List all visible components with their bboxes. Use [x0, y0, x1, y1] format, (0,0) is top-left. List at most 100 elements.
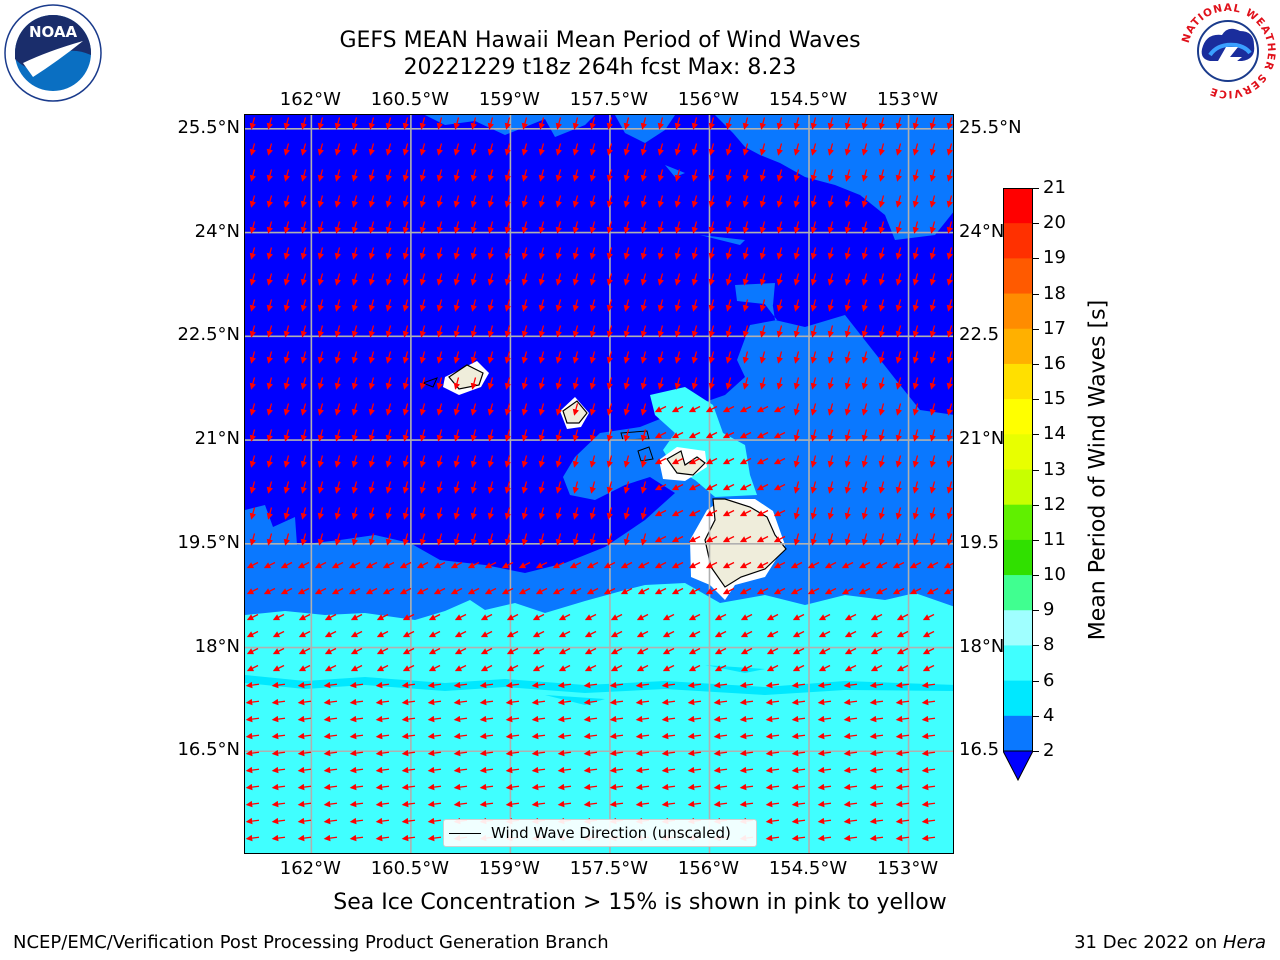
wind-wave-vector: [929, 403, 937, 416]
wind-wave-vector: [470, 481, 478, 494]
wind-wave-vector: [722, 535, 735, 543]
period-6-8-region: [245, 583, 953, 853]
wind-wave-vector: [245, 766, 260, 774]
wind-wave-vector: [402, 351, 410, 364]
wind-wave-vector: [266, 299, 274, 312]
wind-wave-vector: [807, 561, 820, 569]
wind-wave-vector: [792, 647, 805, 655]
wind-wave-vector: [793, 273, 801, 286]
wind-wave-vector: [739, 587, 752, 595]
wind-wave-vector: [922, 664, 935, 672]
wind-wave-vector: [349, 783, 364, 791]
colorbar-segment: [1003, 258, 1033, 295]
wind-wave-vector: [589, 169, 597, 182]
wind-wave-vector: [827, 377, 835, 390]
wind-wave-vector: [861, 533, 869, 546]
wind-wave-vector: [623, 325, 631, 338]
wind-wave-vector: [810, 143, 818, 156]
wind-wave-vector: [266, 507, 274, 520]
wind-wave-vector: [844, 613, 857, 621]
wind-wave-vector: [895, 299, 903, 312]
wind-wave-vector: [810, 169, 818, 182]
wind-wave-vector: [674, 221, 682, 234]
wind-wave-vector: [470, 299, 478, 312]
wind-wave-vector: [589, 195, 597, 208]
wind-wave-vector: [878, 507, 886, 520]
lat-label-right: 16.5: [959, 739, 1000, 761]
wind-wave-vector: [844, 403, 852, 416]
wind-wave-vector: [317, 247, 325, 260]
wind-wave-vector: [791, 732, 806, 740]
wind-wave-vector: [300, 403, 308, 416]
wind-wave-vector: [662, 647, 675, 655]
wind-wave-vector: [691, 169, 699, 182]
wind-wave-vector: [317, 143, 325, 156]
wind-wave-vector: [555, 351, 563, 364]
wind-wave-vector: [382, 587, 395, 595]
wind-wave-vector: [861, 299, 869, 312]
wind-wave-vector: [606, 377, 614, 390]
wind-wave-vector: [504, 481, 512, 494]
wind-wave-vector: [705, 509, 718, 517]
wind-wave-vector: [661, 715, 676, 723]
period-6-8-region-channel: [650, 387, 757, 497]
wind-wave-vector: [827, 351, 835, 364]
wind-wave-vector: [603, 561, 616, 569]
wind-wave-vector: [713, 732, 728, 740]
wind-wave-vector: [688, 483, 701, 491]
wind-wave-vector: [368, 195, 376, 208]
wind-wave-vector: [869, 698, 884, 706]
wind-wave-vector: [376, 647, 389, 655]
wind-wave-vector: [324, 613, 337, 621]
wind-wave-vector: [609, 698, 624, 706]
wind-wave-vector: [640, 273, 648, 286]
wind-wave-vector: [691, 247, 699, 260]
wind-wave-vector: [773, 587, 786, 595]
wind-wave-vector: [739, 715, 754, 723]
wind-wave-vector: [470, 429, 478, 442]
colorbar-segment: [1003, 504, 1033, 541]
wind-wave-vector: [674, 377, 682, 390]
wind-wave-vector: [504, 351, 512, 364]
wind-wave-vector: [912, 377, 920, 390]
wind-wave-vector: [480, 630, 493, 638]
wind-wave-vector: [246, 613, 259, 621]
footer-date: 31 Dec 2022 on Hera: [1074, 932, 1266, 953]
wind-wave-vector: [896, 630, 909, 638]
wind-wave-vector: [479, 698, 494, 706]
wind-wave-vector: [766, 647, 779, 655]
wind-wave-vector: [334, 377, 342, 390]
wind-wave-vector: [518, 561, 531, 569]
wind-wave-vector: [453, 681, 468, 689]
wind-wave-vector: [283, 299, 291, 312]
wind-wave-vector: [810, 429, 818, 442]
wind-wave-vector: [402, 169, 410, 182]
wind-wave-vector: [895, 749, 910, 757]
wind-wave-vector: [402, 377, 410, 390]
wind-wave-vector: [283, 533, 291, 546]
wind-wave-vector: [521, 455, 529, 468]
wind-wave-vector: [589, 403, 597, 416]
colorbar-tick-label: 15: [1043, 388, 1066, 410]
wind-wave-vector: [756, 587, 769, 595]
wind-wave-vector: [776, 273, 784, 286]
wind-wave-vector: [817, 749, 832, 757]
wind-wave-vector: [487, 169, 495, 182]
wind-wave-vector: [538, 325, 546, 338]
colorbar-tick-mark: [1033, 328, 1039, 330]
wind-wave-vector: [922, 630, 935, 638]
wind-wave-vector: [419, 429, 427, 442]
wind-wave-vector: [946, 429, 953, 442]
wind-wave-vector: [283, 455, 291, 468]
wind-wave-vector: [419, 403, 427, 416]
wind-wave-vector: [817, 783, 832, 791]
wind-wave-vector: [436, 455, 444, 468]
wind-wave-vector: [572, 221, 580, 234]
wind-wave-vector: [759, 247, 767, 260]
wind-wave-vector: [688, 664, 701, 672]
wind-wave-vector: [402, 647, 415, 655]
wind-wave-vector: [300, 273, 308, 286]
wind-wave-vector: [912, 507, 920, 520]
wind-wave-vector: [713, 715, 728, 723]
wind-wave-vector: [766, 664, 779, 672]
